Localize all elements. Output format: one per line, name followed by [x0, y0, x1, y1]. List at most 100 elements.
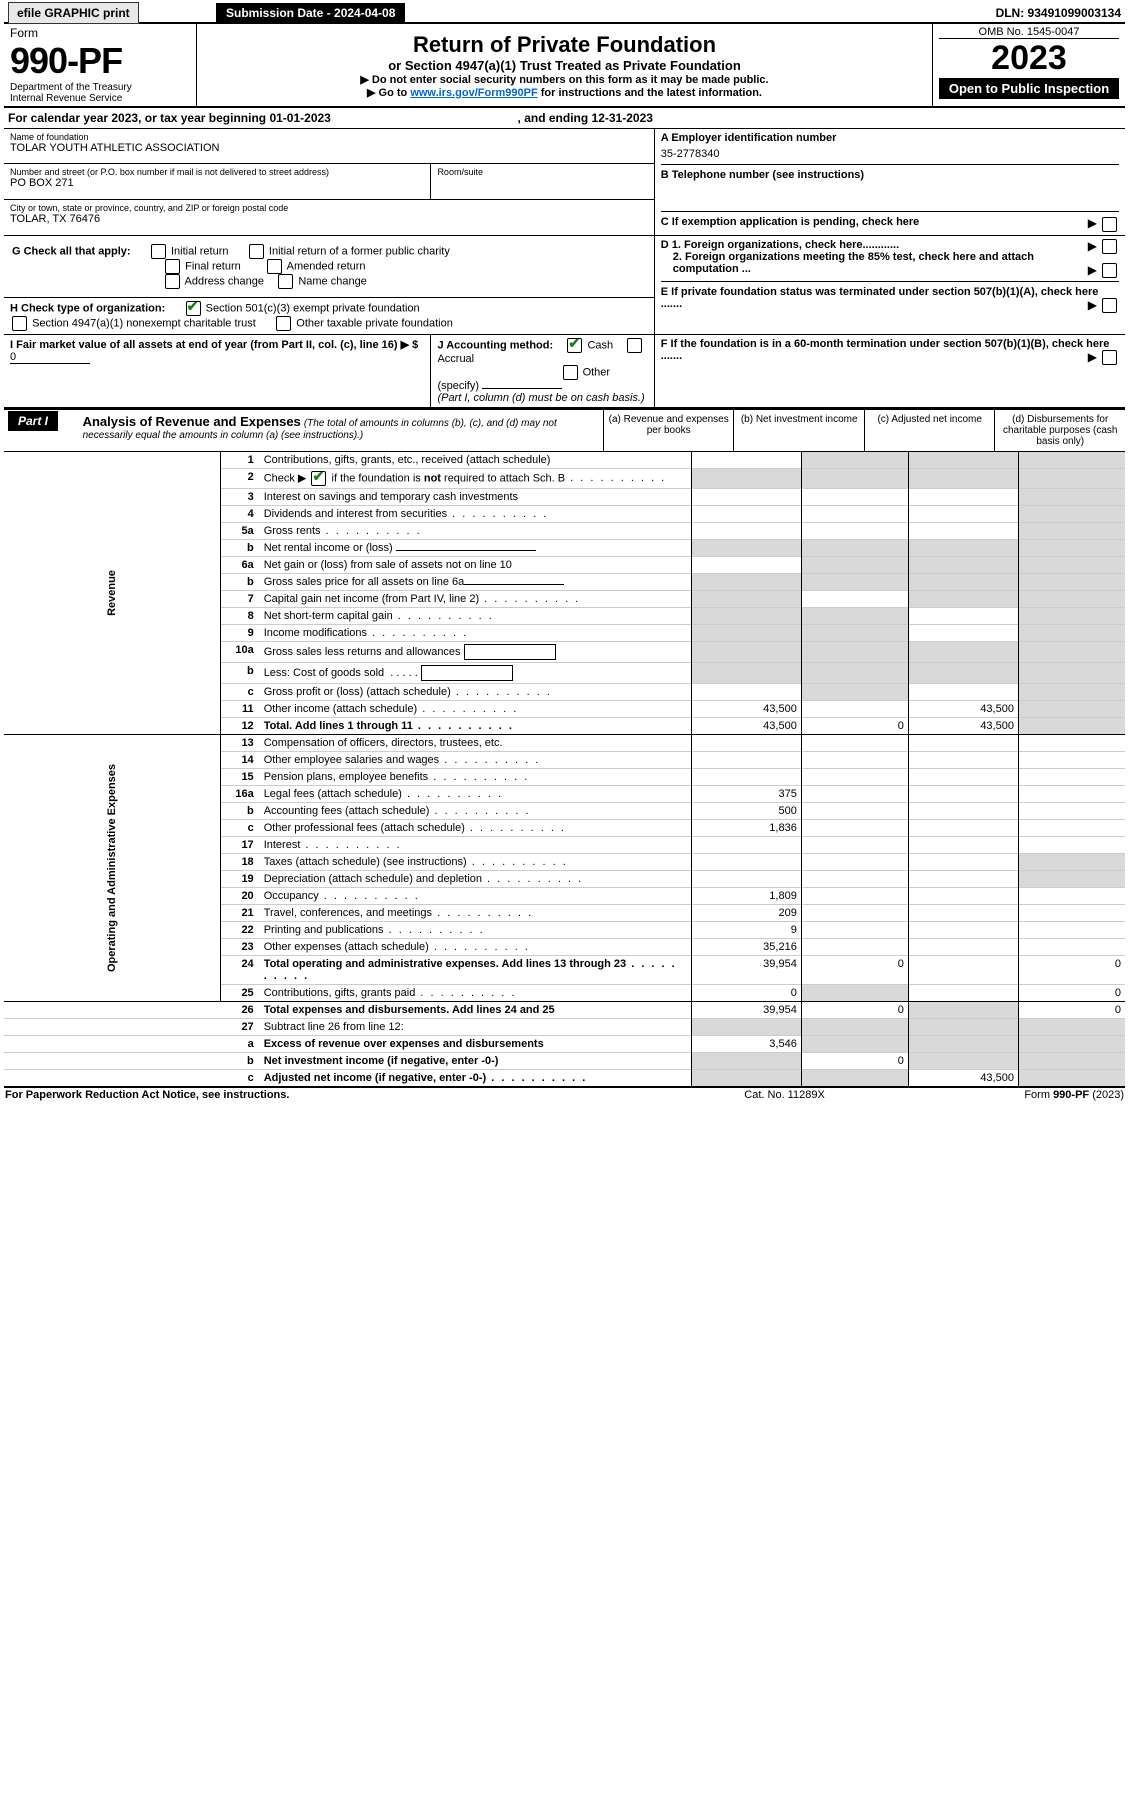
g-final-checkbox[interactable] — [165, 259, 180, 274]
instr-1: ▶ Do not enter social security numbers o… — [203, 73, 926, 86]
line-12: Total. Add lines 1 through 11 — [260, 717, 691, 734]
line-18: Taxes (attach schedule) (see instruction… — [260, 853, 691, 870]
j-label: J Accounting method: — [437, 339, 553, 351]
line-5a: Gross rents — [260, 522, 691, 539]
j-accrual-checkbox[interactable] — [627, 338, 642, 353]
line-20: Occupancy — [260, 887, 691, 904]
footer: For Paperwork Reduction Act Notice, see … — [4, 1086, 1125, 1102]
line-7: Capital gain net income (from Part IV, l… — [260, 590, 691, 607]
line-27c: Adjusted net income (if negative, enter … — [260, 1069, 691, 1086]
line-6b: Gross sales price for all assets on line… — [260, 573, 691, 590]
line-1: Contributions, gifts, grants, etc., rece… — [260, 452, 691, 469]
line-6a: Net gain or (loss) from sale of assets n… — [260, 556, 691, 573]
d2-checkbox[interactable] — [1102, 263, 1117, 278]
line-10c: Gross profit or (loss) (attach schedule) — [260, 683, 691, 700]
efile-button[interactable]: efile GRAPHIC print — [8, 2, 139, 24]
footer-right: Form 990-PF (2023) — [883, 1087, 1125, 1102]
line-23: Other expenses (attach schedule) — [260, 938, 691, 955]
foundation-name: TOLAR YOUTH ATHLETIC ASSOCIATION — [10, 142, 648, 154]
line-10b: Less: Cost of goods sold . . . . . — [260, 662, 691, 683]
h-4947-checkbox[interactable] — [12, 316, 27, 331]
dln: DLN: 93491099003134 — [540, 4, 1125, 22]
g-amended-checkbox[interactable] — [267, 259, 282, 274]
c-checkbox[interactable] — [1102, 217, 1117, 232]
f-label: F If the foundation is in a 60-month ter… — [661, 338, 1110, 362]
j-cash-checkbox[interactable] — [567, 338, 582, 353]
room-label: Room/suite — [437, 167, 647, 177]
line-19: Depreciation (attach schedule) and deple… — [260, 870, 691, 887]
h-501c3-checkbox[interactable] — [186, 301, 201, 316]
i-value: 0 — [10, 351, 90, 364]
g-label: G Check all that apply: — [12, 245, 131, 257]
j-other-checkbox[interactable] — [563, 365, 578, 380]
submission-date: Submission Date - 2024-04-08 — [216, 3, 405, 23]
line-16a: Legal fees (attach schedule) — [260, 785, 691, 802]
line-16b: Accounting fees (attach schedule) — [260, 802, 691, 819]
g-address-checkbox[interactable] — [165, 274, 180, 289]
calendar-year-row: For calendar year 2023, or tax year begi… — [4, 108, 1125, 129]
j-note: (Part I, column (d) must be on cash basi… — [437, 392, 644, 404]
col-c-hdr: (c) Adjusted net income — [864, 409, 995, 452]
form-header: Form 990-PF Department of the Treasury I… — [4, 22, 1125, 108]
open-to-public: Open to Public Inspection — [939, 78, 1119, 99]
entity-info: Name of foundation TOLAR YOUTH ATHLETIC … — [4, 129, 1125, 408]
line-26: Total expenses and disbursements. Add li… — [260, 1001, 691, 1018]
c-label: C If exemption application is pending, c… — [661, 216, 920, 228]
line-17: Interest — [260, 836, 691, 853]
e-checkbox[interactable] — [1102, 298, 1117, 313]
line-22: Printing and publications — [260, 921, 691, 938]
part1-title: Analysis of Revenue and Expenses — [83, 414, 301, 429]
part1-header: Part I Analysis of Revenue and Expenses … — [4, 408, 1125, 452]
d2-label: 2. Foreign organizations meeting the 85%… — [673, 251, 1034, 275]
e-label: E If private foundation status was termi… — [661, 286, 1099, 310]
g-name-checkbox[interactable] — [278, 274, 293, 289]
line-5b: Net rental income or (loss) — [260, 539, 691, 556]
top-bar: efile GRAPHIC print Submission Date - 20… — [4, 4, 1125, 22]
part1-table: Revenue 1Contributions, gifts, grants, e… — [4, 452, 1125, 1086]
part-badge: Part I — [8, 411, 58, 431]
g-initial-former-checkbox[interactable] — [249, 244, 264, 259]
form-subtitle: or Section 4947(a)(1) Trust Treated as P… — [203, 58, 926, 73]
line-27a: Excess of revenue over expenses and disb… — [260, 1035, 691, 1052]
footer-left: For Paperwork Reduction Act Notice, see … — [4, 1087, 686, 1102]
i-label: I Fair market value of all assets at end… — [10, 339, 418, 351]
instr-2: ▶ Go to www.irs.gov/Form990PF for instru… — [203, 86, 926, 99]
line-25: Contributions, gifts, grants paid — [260, 984, 691, 1001]
line-27: Subtract line 26 from line 12: — [260, 1018, 691, 1035]
address: PO BOX 271 — [10, 177, 424, 189]
line-11: Other income (attach schedule) — [260, 700, 691, 717]
dept: Department of the Treasury — [10, 82, 190, 93]
line-24: Total operating and administrative expen… — [260, 955, 691, 984]
addr-label: Number and street (or P.O. box number if… — [10, 167, 424, 177]
line-2: Check ▶ if the foundation is not require… — [260, 468, 691, 488]
name-label: Name of foundation — [10, 132, 648, 142]
d1-label: D 1. Foreign organizations, check here..… — [661, 239, 899, 251]
h-other-checkbox[interactable] — [276, 316, 291, 331]
form-title: Return of Private Foundation — [203, 32, 926, 58]
city-label: City or town, state or province, country… — [10, 203, 648, 213]
irs-link[interactable]: www.irs.gov/Form990PF — [410, 87, 537, 99]
line-15: Pension plans, employee benefits — [260, 768, 691, 785]
line-27b: Net investment income (if negative, ente… — [260, 1052, 691, 1069]
line-4: Dividends and interest from securities — [260, 505, 691, 522]
omb: OMB No. 1545-0047 — [939, 26, 1119, 39]
line-10a: Gross sales less returns and allowances — [260, 641, 691, 662]
col-d-hdr: (d) Disbursements for charitable purpose… — [995, 409, 1125, 452]
col-a-hdr: (a) Revenue and expenses per books — [603, 409, 734, 452]
h-label: H Check type of organization: — [10, 302, 165, 314]
d1-checkbox[interactable] — [1102, 239, 1117, 254]
revenue-label: Revenue — [106, 570, 118, 616]
irs: Internal Revenue Service — [10, 93, 190, 104]
footer-mid: Cat. No. 11289X — [686, 1087, 883, 1102]
line-16c: Other professional fees (attach schedule… — [260, 819, 691, 836]
g-initial-checkbox[interactable] — [151, 244, 166, 259]
line-3: Interest on savings and temporary cash i… — [260, 488, 691, 505]
ein-value: 35-2778340 — [661, 144, 1119, 164]
line-9: Income modifications — [260, 624, 691, 641]
tax-year: 2023 — [939, 39, 1119, 78]
f-checkbox[interactable] — [1102, 350, 1117, 365]
line-8: Net short-term capital gain — [260, 607, 691, 624]
schb-checkbox[interactable] — [311, 471, 326, 486]
form-label: Form — [10, 26, 190, 40]
ein-label: A Employer identification number — [661, 132, 1119, 144]
